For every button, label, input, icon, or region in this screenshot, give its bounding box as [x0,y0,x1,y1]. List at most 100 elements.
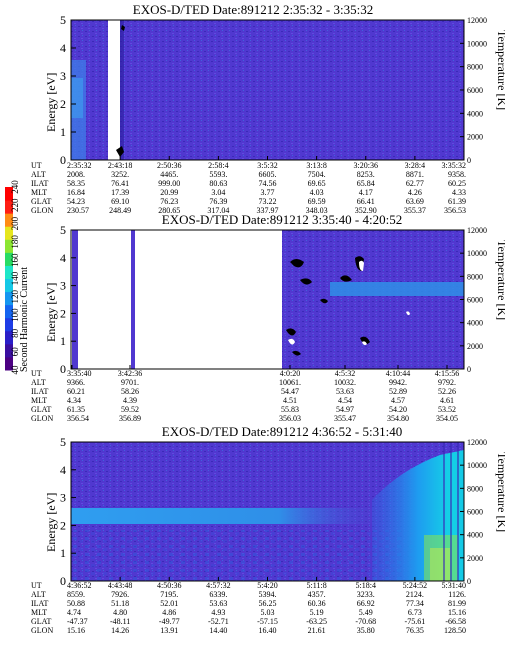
orbit-row-value: 21.61 [308,626,326,635]
orbit-row-value: 5:4:20 [257,581,277,590]
orbit-row-value: 5:31:40 [442,581,466,590]
colorbar-tick-label: 140 [10,271,20,285]
colorbar-tick-label: 180 [10,235,20,249]
orbit-row-value: 69.65 [308,179,326,188]
orbit-row-value: 5:18:4 [356,581,376,590]
panel-1-y2-ticks: 0 2000 4000 6000 8000 10000 12000 [460,16,487,165]
orbit-row-value: 63.69 [406,197,424,206]
colorbar: 40 60 80 100 120 140 160 180 200 220 240 Second Ha… [5,180,30,375]
orbit-row-value: 4:57:32 [206,581,230,590]
orbit-row-value: -57.15 [257,617,278,626]
y-tick-label: 1 [60,334,66,348]
y-tick-label: 3 [60,491,66,505]
orbit-row-value: 52.89 [389,387,407,396]
orbit-row-value: 58.35 [67,179,85,188]
orbit-row-value: 76.23 [160,197,178,206]
y2-tick-label: 2000 [467,342,483,351]
orbit-row-value: -49.77 [159,617,180,626]
orbit-row-value: 53.52 [438,405,456,414]
y2-tick-label: 4000 [467,531,483,540]
orbit-row-value: 4.51 [283,396,297,405]
orbit-row-value: 6339. [209,590,227,599]
orbit-row-value: 4.03 [310,188,324,197]
orbit-row-value: 5:24:52 [403,581,427,590]
orbit-row-value: 77.34 [406,599,424,608]
colorbar-band [5,252,13,266]
panel-1-title: EXOS-D/TED Date:891212 2:35:32 - 3:35:32 [133,2,373,17]
orbit-row-label: MLT [31,396,47,405]
orbit-row-value: -48.11 [110,617,130,626]
orbit-row-value: 5.19 [310,608,324,617]
colorbar-tick-label: 80 [10,328,20,338]
orbit-row-value: 2:43:18 [108,161,132,170]
orbit-row-value: 9792. [438,378,456,387]
orbit-row-value: 4.39 [123,396,137,405]
orbit-row-label: ALT [31,378,46,387]
orbit-row-value: 4.54 [338,396,352,405]
y-tick-label: 0 [60,362,66,376]
colorbar-band [5,356,13,371]
orbit-row-value: 2:50:36 [157,161,181,170]
orbit-row-value: -63.25 [306,617,327,626]
colorbar-band [5,226,13,240]
orbit-row-value: 2:58:4 [208,161,228,170]
panel-2-y2label: Temperature [K] [495,240,505,320]
orbit-row-value: 53.63 [336,387,354,396]
colorbar-label: Second Harmonic Current [19,267,30,372]
orbit-row-value: 62.77 [406,179,424,188]
orbit-row-value: 58.26 [121,387,139,396]
orbit-row-value: 2124. [406,590,424,599]
y-tick-label: 1 [60,546,66,560]
orbit-row-value: 15.16 [67,626,85,635]
y2-tick-label: 8000 [467,272,483,281]
orbit-row-value: 352.90 [355,206,377,215]
colorbar-tick-label: 60 [10,347,20,357]
orbit-row-value: 81.99 [448,599,466,608]
orbit-row-value: 3:42:36 [118,369,142,378]
orbit-row-value: 52.26 [438,387,456,396]
orbit-row-value: 4.57 [391,396,405,405]
orbit-row-value: 35.80 [357,626,375,635]
panel-3-plume-core-2 [430,548,450,581]
orbit-row-label: ILAT [31,599,48,608]
panel-1-data-gap [108,20,120,160]
colorbar-tick-label: 200 [10,216,20,230]
orbit-row-label: GLAT [31,405,52,414]
orbit-row-value: 355.47 [334,414,356,423]
y2-tick-label: 12000 [467,226,487,235]
panel-2-blobs [286,256,370,356]
orbit-row-value: 69.59 [308,197,326,206]
orbit-row-value: 76.35 [406,626,424,635]
y2-tick-label: 6000 [467,86,483,95]
orbit-row-label: MLT [31,188,47,197]
panel-3-stripes [443,442,459,581]
y-tick-label: 2 [60,306,66,320]
orbit-row-value: 59.52 [121,405,139,414]
orbit-row-value: 66.92 [357,599,375,608]
panel-1: EXOS-D/TED Date:891212 2:35:32 - 3:35:32… [31,2,505,215]
panel-3-ylabel: Energy [eV] [44,493,58,552]
panel-3-y2-ticks: 0 2000 4000 6000 8000 10000 12000 [460,438,487,586]
orbit-row-value: 7926. [111,590,129,599]
orbit-row-value: 3.04 [211,188,225,197]
panel-3: EXOS-D/TED Date:891212 4:36:52 - 5:31:40… [31,424,505,635]
y-tick-label: 5 [60,13,66,27]
orbit-row-value: 13.91 [160,626,178,635]
y2-tick-label: 12000 [467,16,487,25]
orbit-row-value: 8253. [357,170,375,179]
orbit-row-value: -66.58 [445,617,466,626]
orbit-row-value: 4465. [160,170,178,179]
orbit-row-value: 6605. [259,170,277,179]
y2-tick-label: 4000 [467,319,483,328]
colorbar-tick-label: 160 [10,253,20,267]
orbit-row-value: 61.39 [448,197,466,206]
orbit-row-value: 317.04 [207,206,229,215]
panel-1-y-ticks: 0 1 2 3 4 5 [60,13,76,167]
colorbar-band [5,213,13,227]
y-tick-label: 5 [60,223,66,237]
orbit-row-value: 5593. [209,170,227,179]
panel-1-y2label: Temperature [K] [495,30,505,110]
y-tick-label: 4 [60,251,66,265]
orbit-row-value: 3:35:40 [67,369,91,378]
orbit-row-value: 4:10:44 [386,369,410,378]
